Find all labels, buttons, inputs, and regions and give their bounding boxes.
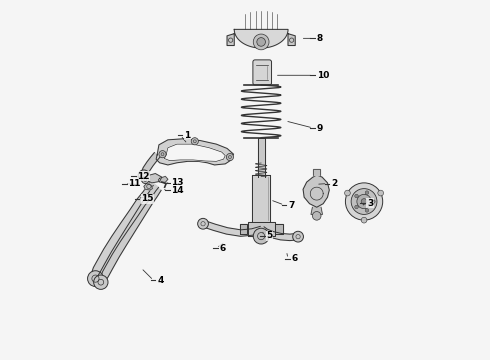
Circle shape xyxy=(361,199,367,204)
Polygon shape xyxy=(98,185,161,281)
Polygon shape xyxy=(141,153,160,175)
Circle shape xyxy=(88,271,103,287)
Circle shape xyxy=(159,150,166,158)
Polygon shape xyxy=(234,30,288,48)
Polygon shape xyxy=(260,227,297,240)
Circle shape xyxy=(355,205,358,209)
Circle shape xyxy=(365,208,369,212)
Circle shape xyxy=(378,190,384,196)
Circle shape xyxy=(361,217,367,223)
Circle shape xyxy=(142,176,149,184)
Circle shape xyxy=(226,153,234,161)
Polygon shape xyxy=(288,34,295,45)
Circle shape xyxy=(357,194,371,209)
Circle shape xyxy=(371,200,375,203)
Polygon shape xyxy=(144,184,152,190)
Text: 4: 4 xyxy=(157,276,164,285)
Text: 6: 6 xyxy=(292,255,298,264)
Circle shape xyxy=(94,275,108,289)
Text: 12: 12 xyxy=(137,172,150,181)
Text: 3: 3 xyxy=(367,199,373,208)
Polygon shape xyxy=(240,224,247,234)
Text: 6: 6 xyxy=(220,244,226,253)
Polygon shape xyxy=(156,139,234,165)
Circle shape xyxy=(344,190,350,196)
Polygon shape xyxy=(313,169,320,175)
Polygon shape xyxy=(92,181,159,276)
Text: 9: 9 xyxy=(317,123,323,132)
Circle shape xyxy=(313,212,321,220)
Polygon shape xyxy=(258,138,265,177)
Polygon shape xyxy=(158,176,168,182)
Circle shape xyxy=(365,191,369,194)
Circle shape xyxy=(257,38,266,46)
Polygon shape xyxy=(303,175,329,207)
Text: 2: 2 xyxy=(331,179,337,188)
Circle shape xyxy=(253,34,269,50)
Circle shape xyxy=(191,138,198,145)
Text: 8: 8 xyxy=(317,34,323,43)
Polygon shape xyxy=(203,221,262,236)
Polygon shape xyxy=(311,207,322,215)
Text: 13: 13 xyxy=(172,178,184,187)
Text: 7: 7 xyxy=(288,201,294,210)
Text: 1: 1 xyxy=(184,131,190,140)
Text: 11: 11 xyxy=(128,179,141,188)
Circle shape xyxy=(138,170,149,181)
Text: 10: 10 xyxy=(317,71,329,80)
Circle shape xyxy=(253,228,269,244)
Polygon shape xyxy=(147,174,162,183)
Circle shape xyxy=(345,183,383,220)
Polygon shape xyxy=(227,34,234,45)
Circle shape xyxy=(197,219,208,229)
Polygon shape xyxy=(252,175,270,222)
Text: 5: 5 xyxy=(267,231,273,240)
Circle shape xyxy=(351,189,377,215)
Polygon shape xyxy=(164,144,225,161)
Circle shape xyxy=(355,194,358,198)
Circle shape xyxy=(293,231,303,242)
Text: 14: 14 xyxy=(172,185,184,194)
FancyBboxPatch shape xyxy=(253,60,271,85)
Polygon shape xyxy=(275,224,283,234)
Polygon shape xyxy=(247,222,275,236)
Text: 15: 15 xyxy=(141,194,153,203)
